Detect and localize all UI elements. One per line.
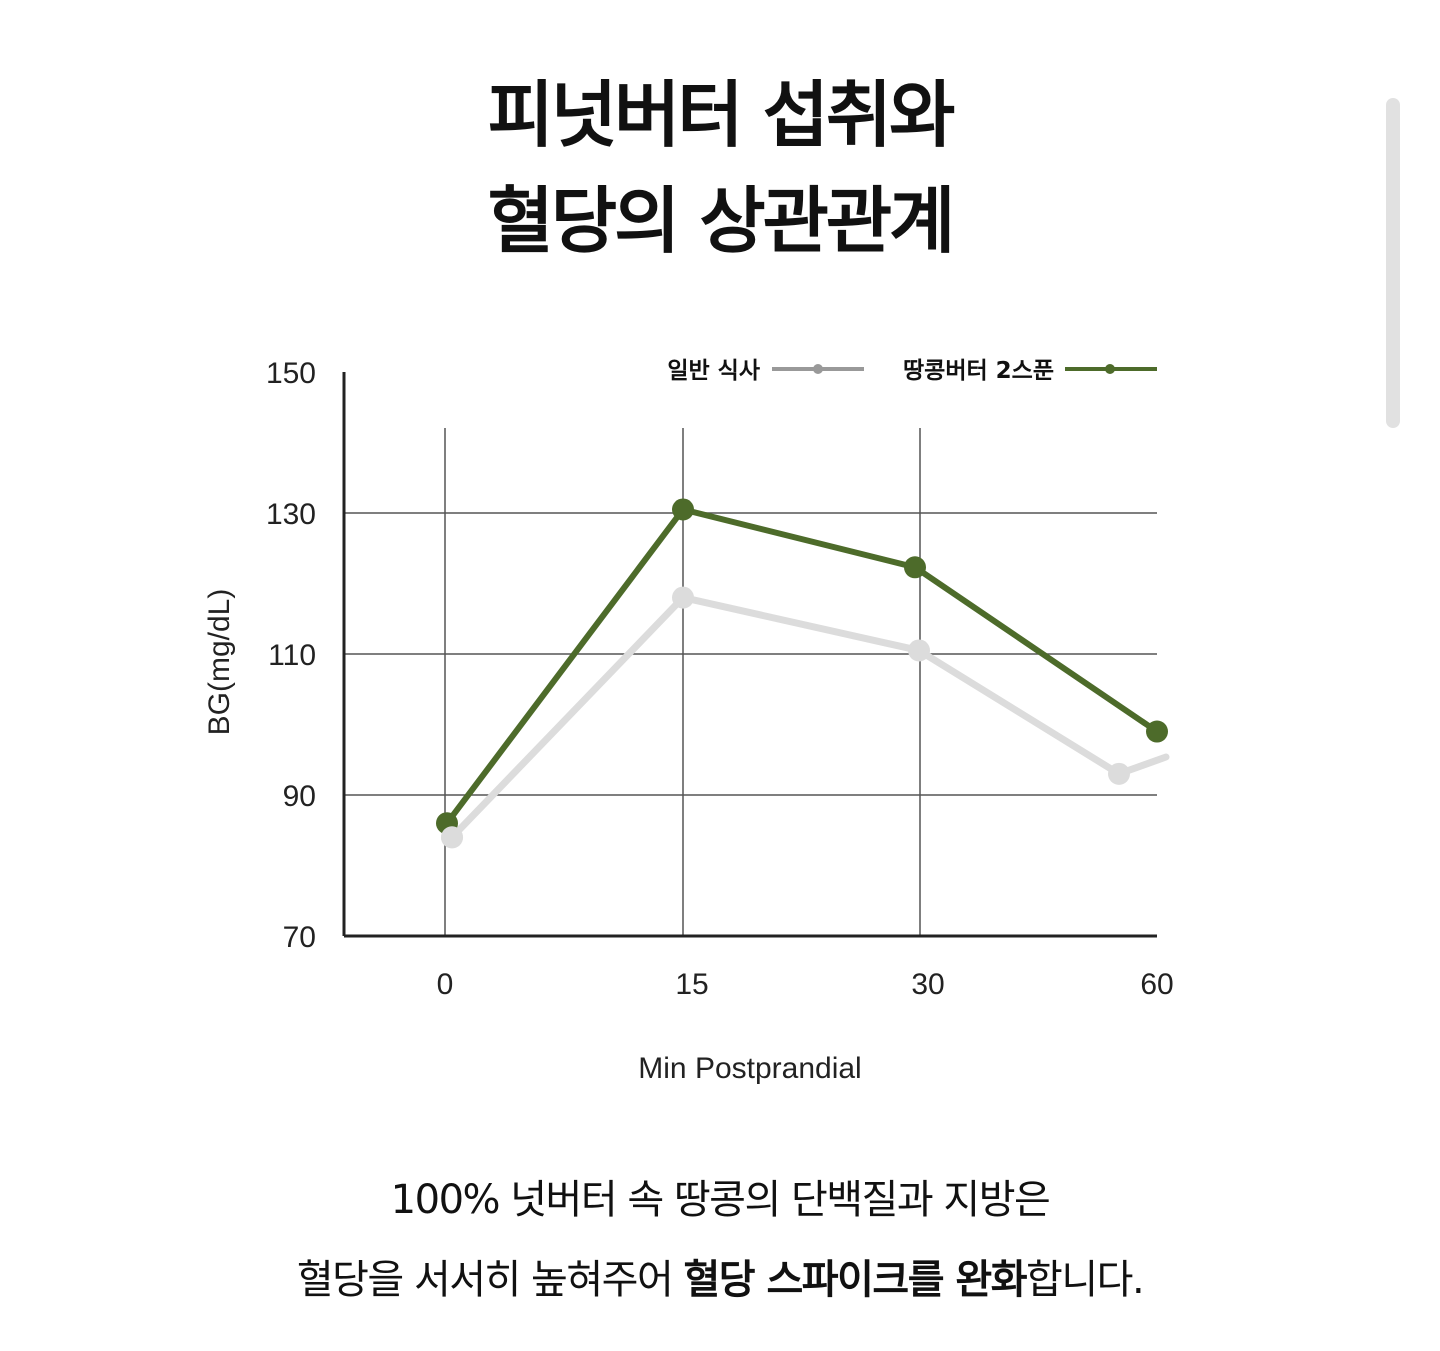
point-normal-meal-30 xyxy=(908,639,930,662)
y-tick-label-150: 150 xyxy=(266,357,316,390)
series-line-normal-meal xyxy=(448,594,1170,841)
legend-marker-normal-meal xyxy=(813,364,823,374)
point-normal-meal-15 xyxy=(672,586,694,609)
title-line-2: 혈당의 상관관계 xyxy=(487,179,956,263)
legend-label-peanut-butter: 땅콩버터 2스푼 xyxy=(903,358,1054,384)
x-tick-label-60: 60 xyxy=(1140,968,1173,1001)
point-normal-meal-60 xyxy=(1108,762,1130,785)
y-tick-label-110: 110 xyxy=(268,639,316,672)
x-tick-label-0: 0 xyxy=(437,968,454,1001)
x-axis-title: Min Postprandial xyxy=(638,1052,861,1085)
caption-line-2-emphasis: 혈당 스파이크를 완화 xyxy=(683,1257,1027,1303)
point-peanut-butter-15 xyxy=(672,498,694,521)
caption-line-1: 100% 넛버터 속 땅콩의 단백질과 지방은 xyxy=(390,1177,1051,1223)
legend-label-normal-meal: 일반 식사 xyxy=(667,358,760,384)
caption: 100% 넛버터 속 땅콩의 단백질과 지방은 혈당을 서서히 높혀주어 혈당 … xyxy=(0,1160,1440,1320)
point-peanut-butter-60 xyxy=(1146,720,1168,743)
title-line-1: 피넛버터 섭취와 xyxy=(487,73,956,157)
y-tick-label-90: 90 xyxy=(283,780,316,813)
point-peanut-butter-30 xyxy=(904,556,926,579)
x-tick-label-15: 15 xyxy=(675,968,708,1001)
scrollbar[interactable] xyxy=(1386,98,1400,428)
caption-line-2: 혈당을 서서히 높혀주어 혈당 스파이크를 완화합니다. xyxy=(0,1240,1440,1320)
legend-marker-peanut-butter xyxy=(1105,364,1115,374)
y-tick-label-130: 130 xyxy=(266,498,316,531)
point-normal-meal-0-front xyxy=(441,826,463,849)
page-title: 피넛버터 섭취와 혈당의 상관관계 xyxy=(0,62,1440,274)
y-tick-label-70: 70 xyxy=(283,921,316,954)
caption-line-2-suffix: 합니다. xyxy=(1026,1257,1145,1303)
series-line-peanut-butter xyxy=(444,506,1160,827)
y-axis-title: BG(mg/dL) xyxy=(203,589,236,736)
caption-line-2-prefix: 혈당을 서서히 높혀주어 xyxy=(296,1257,684,1303)
x-tick-label-30: 30 xyxy=(911,968,944,1001)
